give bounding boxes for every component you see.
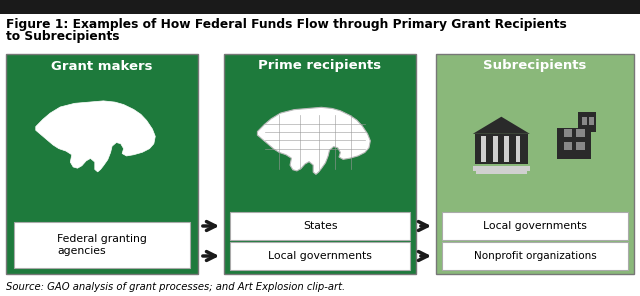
Text: Subrecipients: Subrecipients [483, 59, 587, 73]
Bar [436, 54, 634, 274]
Bar [14, 222, 190, 268]
Bar [577, 142, 584, 150]
Bar [230, 242, 410, 270]
Text: Local governments: Local governments [483, 221, 587, 231]
Bar [481, 136, 486, 162]
Bar [493, 136, 497, 162]
Bar [442, 212, 628, 240]
Polygon shape [473, 117, 530, 134]
Bar [564, 142, 572, 150]
Bar [224, 54, 416, 274]
Bar [230, 212, 410, 240]
Text: Source: GAO analysis of grant processes; and Art Explosion clip-art.: Source: GAO analysis of grant processes;… [6, 282, 345, 292]
Bar [6, 54, 198, 274]
Bar [442, 242, 628, 270]
Bar [578, 112, 596, 132]
Text: Figure 1: Examples of How Federal Funds Flow through Primary Grant Recipients: Figure 1: Examples of How Federal Funds … [6, 18, 567, 31]
Bar [476, 170, 527, 174]
Bar [475, 134, 528, 164]
Bar [589, 118, 595, 125]
Polygon shape [257, 107, 371, 174]
Bar [582, 118, 588, 125]
Text: States: States [303, 221, 337, 231]
Polygon shape [36, 101, 156, 172]
Text: Local governments: Local governments [268, 251, 372, 261]
Text: Nonprofit organizations: Nonprofit organizations [474, 251, 596, 261]
Bar [577, 129, 584, 137]
Bar [0, 0, 640, 14]
Bar [504, 136, 509, 162]
Bar [473, 166, 530, 171]
Text: Federal granting
agencies: Federal granting agencies [57, 234, 147, 256]
Text: Prime recipients: Prime recipients [259, 59, 381, 73]
Bar [557, 128, 591, 159]
Bar [516, 136, 520, 162]
Text: Grant makers: Grant makers [51, 59, 153, 73]
Bar [564, 129, 572, 137]
Text: to Subrecipients: to Subrecipients [6, 30, 120, 43]
